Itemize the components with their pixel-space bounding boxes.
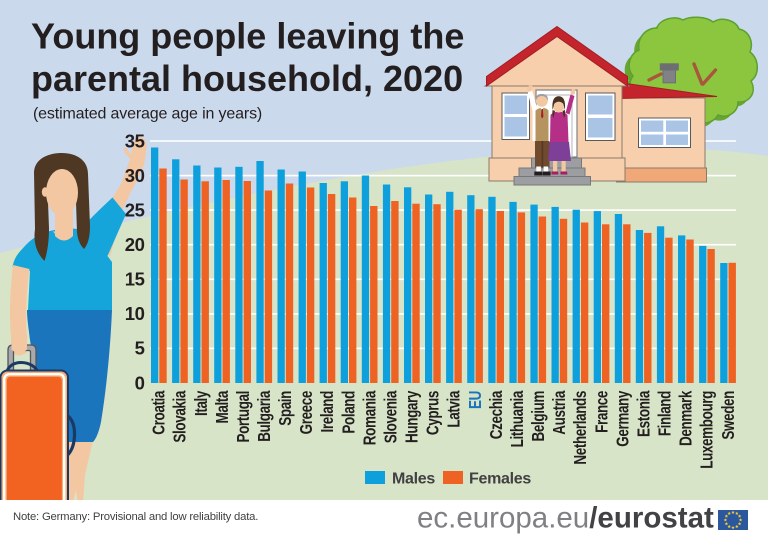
svg-text:Spain: Spain <box>277 391 296 426</box>
svg-text:Romania: Romania <box>361 390 380 445</box>
svg-text:25: 25 <box>125 200 145 221</box>
svg-text:parental household, 2020: parental household, 2020 <box>31 58 463 99</box>
svg-text:Netherlands: Netherlands <box>572 391 591 465</box>
svg-text:5: 5 <box>135 338 145 359</box>
svg-text:Slovenia: Slovenia <box>382 390 401 443</box>
svg-text:Sweden: Sweden <box>719 391 738 440</box>
svg-text:Hungary: Hungary <box>403 390 422 443</box>
svg-text:Poland: Poland <box>340 391 359 434</box>
svg-text:France: France <box>593 390 612 433</box>
svg-text:Estonia: Estonia <box>635 390 654 437</box>
svg-text:Latvia: Latvia <box>445 390 464 427</box>
svg-text:35: 35 <box>125 130 145 151</box>
svg-text:Finland: Finland <box>656 391 675 436</box>
svg-text:0: 0 <box>135 372 145 393</box>
svg-text:15: 15 <box>125 269 145 290</box>
svg-text:Malta: Malta <box>213 390 232 423</box>
svg-text:ec.europa.eu/eurostat: ec.europa.eu/eurostat <box>417 502 714 535</box>
svg-text:EU: EU <box>466 391 485 409</box>
svg-text:Cyprus: Cyprus <box>424 391 443 435</box>
svg-text:Ireland: Ireland <box>319 391 338 432</box>
svg-text:20: 20 <box>125 234 145 255</box>
svg-text:Denmark: Denmark <box>677 390 696 446</box>
svg-text:Lithuania: Lithuania <box>509 390 528 447</box>
svg-text:Greece: Greece <box>298 390 317 434</box>
svg-text:Croatia: Croatia <box>150 390 169 434</box>
svg-text:Czechia: Czechia <box>487 390 506 439</box>
svg-text:(estimated average age in year: (estimated average age in years) <box>33 106 262 123</box>
svg-text:Germany: Germany <box>614 390 633 446</box>
svg-text:30: 30 <box>125 165 145 186</box>
svg-text:Belgium: Belgium <box>530 391 549 441</box>
svg-text:Portugal: Portugal <box>234 391 253 443</box>
svg-text:Note: Germany: Provisional and: Note: Germany: Provisional and low relia… <box>13 511 258 523</box>
svg-text:Young people leaving the: Young people leaving the <box>31 16 464 57</box>
svg-text:Bulgaria: Bulgaria <box>256 390 275 442</box>
svg-text:Males: Males <box>392 471 435 488</box>
svg-text:Italy: Italy <box>192 390 211 416</box>
svg-text:Luxembourg: Luxembourg <box>698 391 717 469</box>
svg-text:10: 10 <box>125 303 145 324</box>
svg-text:Females: Females <box>469 471 531 488</box>
svg-text:Slovakia: Slovakia <box>171 390 190 442</box>
svg-text:Austria: Austria <box>551 390 570 434</box>
